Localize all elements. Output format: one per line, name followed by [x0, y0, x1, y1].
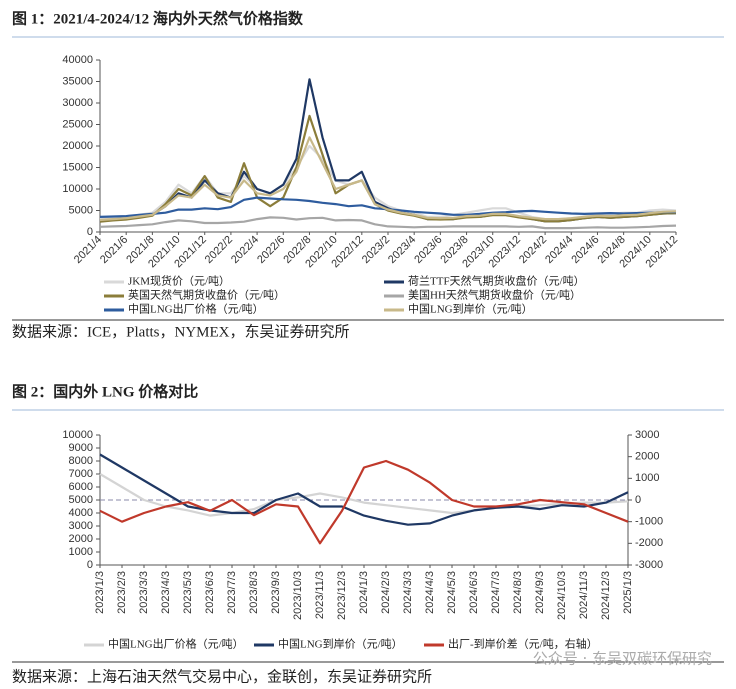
- source: 数据来源：ICE，Platts，NYMEX，东吴证券研究所: [12, 323, 350, 340]
- y-tick-label: 7000: [69, 468, 93, 480]
- series-line: [99, 473, 629, 517]
- x-tick-label: 2024/4/3: [424, 571, 436, 614]
- x-tick-label: 2021/4: [72, 234, 104, 266]
- y-tick-label: 5000: [69, 204, 93, 216]
- legend-label: JKM现货价（元/吨）: [128, 274, 230, 288]
- x-tick-label: 2023/4: [386, 234, 418, 266]
- legend-label: 中国LNG出厂价格（元/吨）: [128, 302, 264, 316]
- x-tick-label: 2024/11/3: [578, 571, 590, 619]
- x-tick-label: 2024/4: [543, 234, 575, 266]
- y-tick-label: 6000: [69, 481, 93, 493]
- x-tick-label: 2023/2: [360, 234, 392, 266]
- x-tick-label: 2023/10/3: [292, 571, 304, 620]
- y2-tick-label: 1000: [635, 472, 659, 484]
- x-tick-label: 2023/9/3: [270, 571, 282, 614]
- y-tick-label: 4000: [69, 507, 93, 519]
- x-tick-label: 2024/6: [569, 234, 601, 266]
- y-tick-label: 0: [87, 226, 93, 238]
- series-line: [99, 136, 677, 222]
- caption: 图 1：2021/4-2024/12 海内外天然气价格指数: [12, 9, 304, 27]
- x-tick-label: 2024/8/3: [512, 571, 524, 614]
- x-tick-label: 2024/7/3: [490, 571, 502, 614]
- x-tick-label: 2024/10/3: [556, 571, 568, 620]
- y-tick-label: 1000: [69, 546, 93, 558]
- x-tick-label: 2023/3/3: [138, 571, 150, 614]
- y-tick-label: 8000: [69, 455, 93, 467]
- legend-label: 中国LNG出厂价格（元/吨）: [108, 637, 244, 651]
- y2-tick-label: -1000: [635, 516, 663, 528]
- y-tick-label: 5000: [69, 494, 93, 506]
- legend-label: 英国天然气期货收盘价（元/吨）: [128, 288, 285, 302]
- series-line: [99, 216, 677, 230]
- x-tick-label: 2023/5/3: [182, 571, 194, 614]
- caption: 图 2：国内外 LNG 价格对比: [12, 382, 198, 400]
- watermark: 公众号 · 东吴双碳环保研究: [533, 650, 712, 668]
- x-tick-label: 2024/12/3: [600, 571, 612, 620]
- y-tick-label: 20000: [62, 140, 93, 152]
- y2-tick-label: -2000: [635, 537, 663, 549]
- y2-tick-label: 0: [635, 494, 641, 506]
- x-tick-label: 2023/6: [412, 234, 444, 266]
- x-tick-label: 2024/2: [517, 234, 549, 266]
- x-tick-label: 2022/2: [203, 234, 235, 266]
- x-tick-label: 2024/2/3: [380, 571, 392, 614]
- series-line: [99, 78, 677, 223]
- legend-label: 中国LNG到岸价（元/吨）: [278, 638, 403, 651]
- y2-tick-label: 2000: [635, 451, 659, 463]
- x-tick-label: 2023/1/3: [94, 571, 106, 614]
- y-tick-label: 2000: [69, 533, 93, 545]
- x-tick-label: 2023/2/3: [116, 571, 128, 614]
- y-tick-label: 35000: [62, 75, 93, 87]
- x-tick-label: 2025/1/3: [622, 571, 634, 614]
- x-tick-label: 2024/3/3: [402, 571, 414, 614]
- legend-label: 中国LNG到岸价（元/吨）: [408, 303, 533, 316]
- y-tick-label: 10000: [62, 429, 93, 441]
- x-tick-label: 2024/6/3: [468, 571, 480, 614]
- x-tick-label: 2024/1/3: [358, 571, 370, 614]
- y-tick-label: 10000: [62, 183, 93, 195]
- x-tick-label: 2024/5/3: [446, 571, 458, 614]
- x-tick-label: 2022/4: [229, 234, 261, 266]
- x-tick-label: 2021/6: [98, 234, 130, 266]
- legend-label: 荷兰TTF天然气期货收盘价（元/吨）: [408, 274, 585, 288]
- y2-tick-label: -3000: [635, 559, 663, 571]
- y-tick-label: 0: [87, 559, 93, 571]
- x-tick-label: 2023/4/3: [160, 571, 172, 614]
- y-tick-label: 3000: [69, 520, 93, 532]
- legend-label: 出厂-到岸价差（元/吨，右轴）: [448, 637, 598, 651]
- x-tick-label: 2023/12/3: [336, 571, 348, 620]
- series-line: [99, 453, 629, 526]
- y-tick-label: 30000: [62, 97, 93, 109]
- y-tick-label: 40000: [62, 54, 93, 66]
- x-tick-label: 2022/6: [255, 234, 287, 266]
- x-tick-label: 2023/11/3: [314, 571, 326, 619]
- x-tick-label: 2024/9/3: [534, 571, 546, 614]
- series-line: [99, 459, 629, 545]
- legend-label: 美国HH天然气期货收盘价（元/吨）: [408, 288, 581, 302]
- y-tick-label: 25000: [62, 118, 93, 130]
- x-tick-label: 2023/8/3: [248, 571, 260, 614]
- x-tick-label: 2023/7/3: [226, 571, 238, 614]
- y2-tick-label: 3000: [635, 429, 659, 441]
- y-tick-label: 15000: [62, 161, 93, 173]
- y-tick-label: 9000: [69, 442, 93, 454]
- source: 数据来源：上海石油天然气交易中心，金联创，东吴证券研究所: [12, 667, 432, 685]
- x-tick-label: 2023/6/3: [204, 571, 216, 614]
